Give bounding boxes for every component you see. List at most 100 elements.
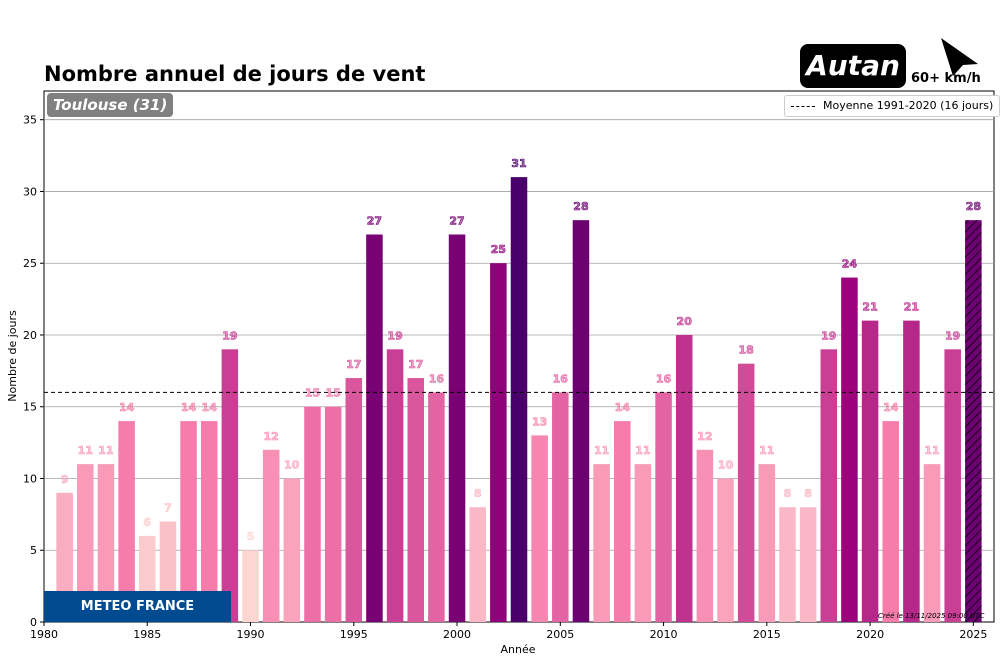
value-label-2019: 24 [842,258,858,271]
bar-1984 [118,421,135,622]
y-tick-label: 35 [23,114,37,127]
value-label-1997: 19 [387,329,402,342]
bar-2017 [799,507,817,622]
value-label-2008: 14 [615,401,631,414]
value-label-2023: 11 [924,444,939,457]
bar-1987 [180,421,197,622]
bar-2014 [737,363,755,622]
value-label-2020: 21 [862,301,877,314]
bar-2016 [779,507,796,622]
bar-2019 [841,277,858,622]
value-label-2015: 11 [759,444,774,457]
x-tick-label: 1980 [30,628,58,641]
x-tick-label: 1995 [340,628,368,641]
meteo-france-logo: METEO FRANCE [44,591,231,622]
value-label-1982: 11 [78,444,93,457]
value-label-1994: 15 [325,387,340,400]
bar-1991 [262,449,280,622]
value-label-1981: 9 [61,473,69,486]
value-label-2002: 25 [491,243,506,256]
value-label-1988: 14 [202,401,218,414]
value-label-2007: 11 [594,444,609,457]
station-badge: Toulouse (31) [47,93,174,117]
value-label-2003: 31 [511,157,526,170]
bar-2003 [510,177,528,623]
bar-2022 [903,320,920,622]
y-tick-label: 30 [23,185,37,198]
value-label-2018: 19 [821,329,836,342]
y-tick-label: 25 [23,257,37,270]
value-label-2009: 11 [635,444,650,457]
value-label-1989: 19 [222,329,237,342]
value-label-1995: 17 [346,358,361,371]
bar-2013 [717,478,734,622]
bar-2012 [696,449,714,622]
value-label-2024: 19 [945,329,960,342]
bar-2005 [552,392,569,622]
value-label-1987: 14 [181,401,197,414]
value-label-1984: 14 [119,401,135,414]
cursor-arrow-icon [941,38,978,76]
bar-2006 [572,220,590,622]
y-tick-label: 20 [23,329,37,342]
bar-1999 [428,392,445,622]
label-layer: 9 11 11 14 67 14 14 19 5 12 10 15 15 17 27 19 17 16 27 8 25 3… [61,157,982,544]
bar-hatch-2025 [965,220,982,622]
value-label-2000: 27 [449,215,464,228]
bar-2008 [614,421,631,622]
value-label-2005: 16 [553,372,569,385]
y-tick-label: 15 [23,401,37,414]
x-axis-title: Année [500,643,535,656]
bar-2023 [923,464,941,622]
value-label-1999: 16 [429,372,445,385]
value-label-1993: 15 [305,387,320,400]
bar-1998 [407,378,424,622]
bar-1996 [366,234,383,622]
bar-1995 [345,378,363,622]
value-label-1990: 5 [247,530,255,543]
y-tick-label: 10 [23,472,37,485]
value-label-2006: 28 [573,200,588,213]
value-label-2013: 10 [718,458,734,471]
value-label-1996: 27 [367,215,382,228]
y-tick-label: 0 [30,616,37,629]
x-tick-label: 2025 [959,628,987,641]
x-tick-label: 1985 [133,628,161,641]
value-label-2012: 12 [697,430,712,443]
value-label-1998: 17 [408,358,423,371]
page-title: Nombre annuel de jours de vent [44,62,426,86]
bar-2001 [469,507,486,622]
bar-1992 [283,478,301,622]
value-label-2011: 20 [677,315,693,328]
bar-1982 [77,464,94,622]
value-label-2004: 13 [532,415,547,428]
x-tick-label: 1990 [237,628,265,641]
value-label-2016: 8 [784,487,792,500]
brand-badge: Autan [800,44,906,88]
value-label-2001: 8 [474,487,482,500]
bar-2015 [758,464,776,622]
bar-1994 [324,406,342,622]
value-label-1991: 12 [264,430,279,443]
bar-2002 [490,263,507,622]
x-tick-label: 2015 [753,628,781,641]
threshold-label: 60+ km/h [911,71,981,86]
bar-2011 [675,334,693,622]
bar-1981 [56,492,73,622]
bar-1983 [97,464,115,622]
bar-2020 [861,320,879,622]
bar-layer [56,177,982,623]
value-label-2010: 16 [656,372,672,385]
legend-mean-label: Moyenne 1991-2020 (16 jours) [823,99,994,112]
value-label-2014: 18 [739,344,754,357]
bar-2009 [634,464,652,622]
bar-2021 [882,421,899,622]
bar-2024 [944,349,961,622]
value-label-2025: 28 [966,200,981,213]
x-tick-label: 2010 [650,628,678,641]
value-label-2022: 21 [904,301,919,314]
y-axis-title: Nombre de jours [6,310,19,402]
bar-1989 [221,349,239,622]
